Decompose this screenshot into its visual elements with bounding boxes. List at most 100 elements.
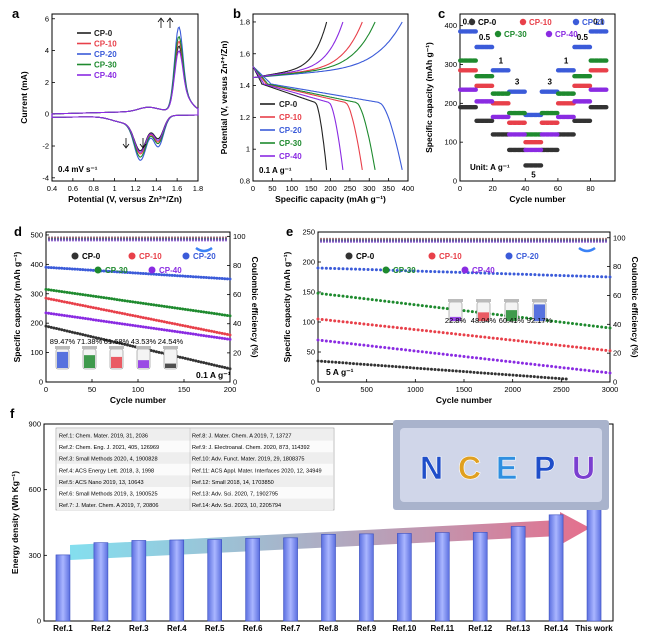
- legend-label-e-cp-20: CP-20: [516, 252, 539, 261]
- capacity-point-cp-10: [479, 335, 483, 339]
- capacity-point-cp-30: [189, 308, 193, 312]
- x-tick-label-a: 1.8: [193, 184, 203, 193]
- capacity-point-cp-30: [104, 296, 108, 300]
- capacity-point-cp-30: [181, 307, 185, 311]
- capacity-point-cp-0: [490, 372, 494, 376]
- capacity-point-cp-0: [465, 370, 469, 374]
- capacity-point-cp-20: [196, 275, 200, 279]
- legend-label-a-cp-40: CP-40: [94, 71, 117, 80]
- capacity-point-cp-20: [110, 269, 114, 273]
- capacity-point-cp-0: [225, 366, 229, 370]
- capacity-point-cp-30: [583, 323, 587, 327]
- rate-label: 0.1: [463, 17, 475, 26]
- capacity-point-cp-30: [115, 298, 119, 302]
- capacity-point-cp-30: [165, 305, 169, 309]
- capacity-point-cp-40: [149, 326, 153, 330]
- y-tick-label-a: -4: [42, 173, 49, 182]
- capacity-point-cp-30: [154, 303, 158, 307]
- capacity-point-cp-20: [504, 272, 508, 276]
- capacity-point-cp-10: [128, 313, 132, 317]
- capacity-point-cp-0: [131, 344, 135, 348]
- capacity-point-cp-30: [587, 324, 591, 328]
- photo-letter: P: [534, 450, 555, 486]
- capacity-point-cp-30: [408, 302, 412, 306]
- capacity-point-cp-10: [504, 337, 508, 341]
- capacity-point-cp-10: [165, 320, 169, 324]
- capacity-point-cp-40: [495, 358, 499, 362]
- capacity-point-cp-10: [458, 332, 462, 336]
- capacity-point-cp-10: [558, 343, 562, 347]
- capacity-point-cp-10: [537, 341, 541, 345]
- capacity-point-cp-30: [370, 298, 374, 302]
- capacity-point-cp-30: [337, 294, 341, 298]
- capacity-point-cp-40: [168, 329, 172, 333]
- bar-ref-13: [510, 526, 526, 622]
- capacity-point-cp-30: [520, 316, 524, 320]
- y2-tick-label-d: 0: [233, 378, 237, 387]
- capacity-point-cp-40: [470, 355, 474, 359]
- capacity-point-cp-20: [579, 274, 583, 278]
- retention-label: 24.54%: [158, 337, 184, 346]
- capacity-point-cp-30: [212, 312, 216, 316]
- legend-label-a-cp-30: CP-30: [94, 61, 117, 70]
- capacity-point-cp-20: [329, 266, 333, 270]
- capacity-point-cp-0: [373, 363, 377, 367]
- capacity-point-cp-10: [570, 345, 574, 349]
- capacity-point-cp-40: [387, 346, 391, 350]
- capacity-point-cp-40: [49, 312, 53, 316]
- capacity-point-cp-20: [600, 275, 604, 279]
- capacity-point-cp-20: [173, 274, 177, 278]
- capacity-point-cp-10: [186, 325, 190, 329]
- capacity-point-cp-30: [73, 292, 77, 296]
- capacity-point-cp-10: [162, 320, 166, 324]
- capacity-point-cp-20: [370, 268, 374, 272]
- capacity-point-cp-10: [345, 320, 349, 324]
- capacity-point-cp-40: [60, 313, 64, 317]
- reference-row-shade: [57, 429, 333, 441]
- capacity-point-cp-40: [504, 359, 508, 363]
- rate-label: 1: [499, 56, 504, 65]
- capacity-point-cp-10: [118, 311, 122, 315]
- retention-fill: [506, 310, 517, 321]
- capacity-point-cp-30: [545, 319, 549, 323]
- x-axis-label-d: Cycle number: [110, 395, 167, 405]
- capacity-point-cp-0: [408, 366, 412, 370]
- cv-curve-cp-30: [51, 35, 199, 158]
- reference-entry: Ref.6: Small Methods 2019, 3, 1900525: [59, 492, 158, 498]
- capacity-point-cp-10: [333, 319, 337, 323]
- capacity-point-cp-30: [223, 313, 227, 317]
- capacity-point-cp-20: [70, 267, 74, 271]
- capacity-point-cp-30: [202, 310, 206, 314]
- capacity-point-cp-20: [595, 275, 599, 279]
- capacity-point-cp-20: [175, 274, 179, 278]
- legend-swatch-c-cp-10: [519, 18, 527, 26]
- capacity-point-cp-30: [173, 306, 177, 310]
- reference-entry: Ref.1: Chem. Mater. 2019, 31, 2036: [59, 434, 148, 440]
- capacity-point-cp-0: [497, 372, 501, 376]
- capacity-point-cp-10: [587, 347, 591, 351]
- x-tick-label-f: Ref.11: [431, 624, 455, 633]
- capacity-point-cp-0: [351, 362, 355, 366]
- capacity-point-cp-20: [217, 276, 221, 280]
- capacity-point-cp-10: [196, 327, 200, 331]
- capacity-point-cp-10: [487, 336, 491, 340]
- capacity-point-cp-0: [199, 360, 203, 364]
- capacity-point-cp-30: [118, 298, 122, 302]
- capacity-point-cp-40: [608, 371, 612, 375]
- legend-label-c-cp-40: CP-40: [555, 30, 578, 39]
- capacity-point-cp-30: [220, 313, 224, 317]
- capacity-point-cp-10: [44, 296, 48, 300]
- capacity-point-cp-0: [60, 328, 64, 332]
- capacity-point-cp-10: [215, 330, 219, 334]
- panel-letter-d: d: [14, 224, 22, 239]
- capacity-point-cp-40: [154, 327, 158, 331]
- capacity-point-cp-30: [366, 297, 370, 301]
- y-tick-label-c: 200: [444, 99, 457, 108]
- capacity-point-cp-30: [424, 304, 428, 308]
- capacity-point-cp-30: [441, 306, 445, 310]
- capacity-point-cp-0: [401, 365, 405, 369]
- y-tick-label-b: 1.2: [240, 113, 250, 122]
- capacity-point-cp-0: [73, 331, 77, 335]
- capacity-point-cp-0: [149, 348, 153, 352]
- capacity-point-cp-40: [78, 316, 82, 320]
